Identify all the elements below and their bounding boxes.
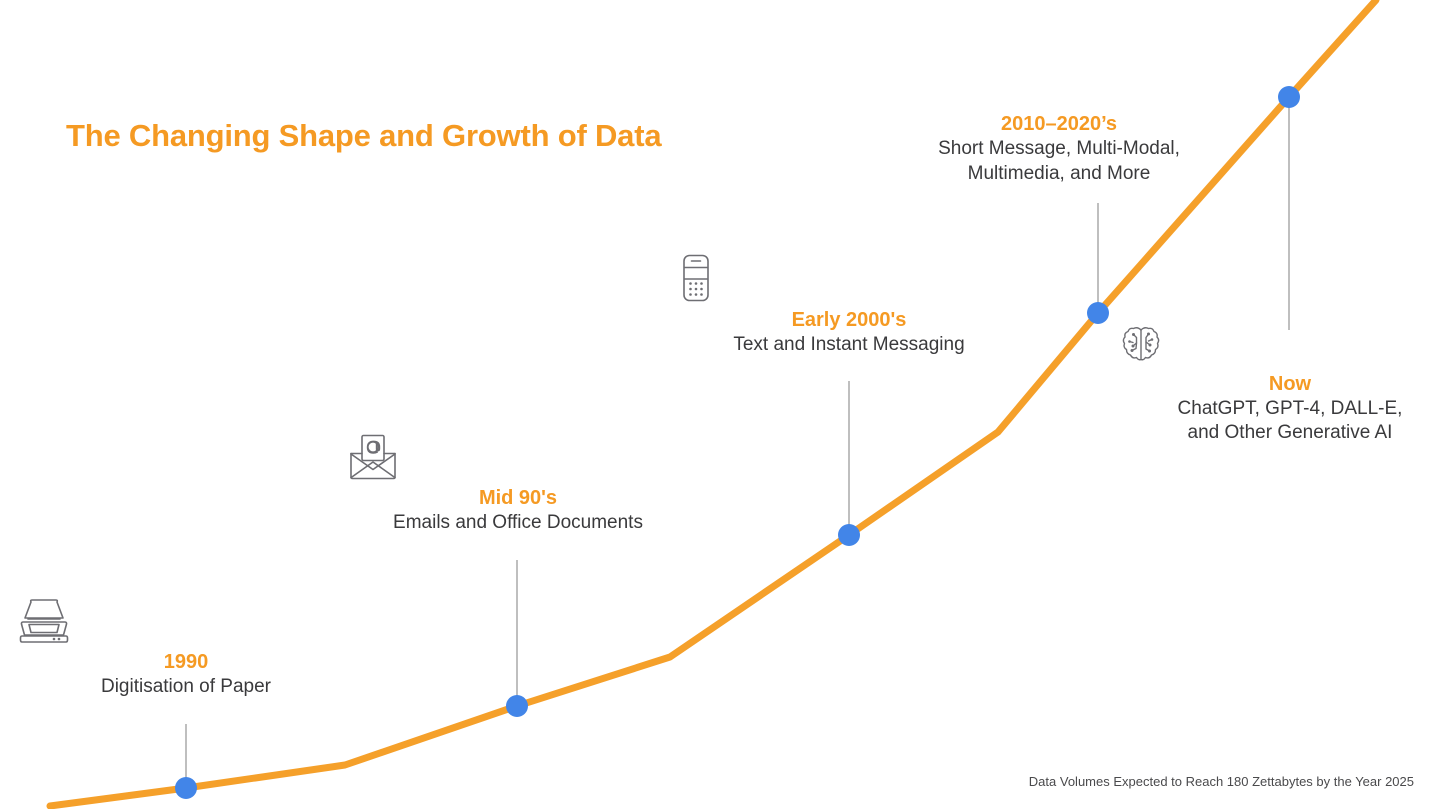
milestone-2010s[interactable]: 2010–2020’s Short Message, Multi-Modal, … [889,112,1229,186]
milestone-early2000[interactable]: Early 2000's Text and Instant Messaging [679,254,1019,357]
scanner-icon [16,598,356,644]
milestone-now[interactable]: Now ChatGPT, GPT-4, DALL-E, and Other Ge… [1120,324,1440,446]
milestone-mid90s[interactable]: Mid 90's Emails and Office Documents [348,434,688,535]
milestone-year: Early 2000's [791,309,907,331]
milestone-description: Text and Instant Messaging [733,334,965,355]
brain-icon [1120,324,1440,366]
milestone-year: Mid 90's [478,487,558,509]
data-point-mid90s[interactable] [506,695,528,717]
email-at-icon [348,434,688,480]
milestone-description: ChatGPT, GPT-4, DALL-E, and Other Genera… [1177,398,1403,444]
milestone-year: 1990 [163,651,209,673]
milestone-year: 2010–2020’s [1000,113,1118,135]
growth-curve-line [46,0,1380,809]
mobile-phone-icon [679,254,1019,302]
data-point-now[interactable] [1278,86,1300,108]
milestone-description: Short Message, Multi-Modal, Multimedia, … [938,138,1180,184]
data-point-1990[interactable] [175,777,197,799]
milestone-year: Now [1268,373,1312,395]
data-point-early2000[interactable] [838,524,860,546]
milestone-description: Digitisation of Paper [100,676,272,697]
page-title: The Changing Shape and Growth of Data [66,118,662,153]
footnote-annotation: Data Volumes Expected to Reach 180 Zetta… [1028,774,1414,789]
milestone-1990[interactable]: 1990 Digitisation of Paper [16,598,356,699]
milestone-description: Emails and Office Documents [393,512,643,533]
data-point-2010s[interactable] [1087,302,1109,324]
